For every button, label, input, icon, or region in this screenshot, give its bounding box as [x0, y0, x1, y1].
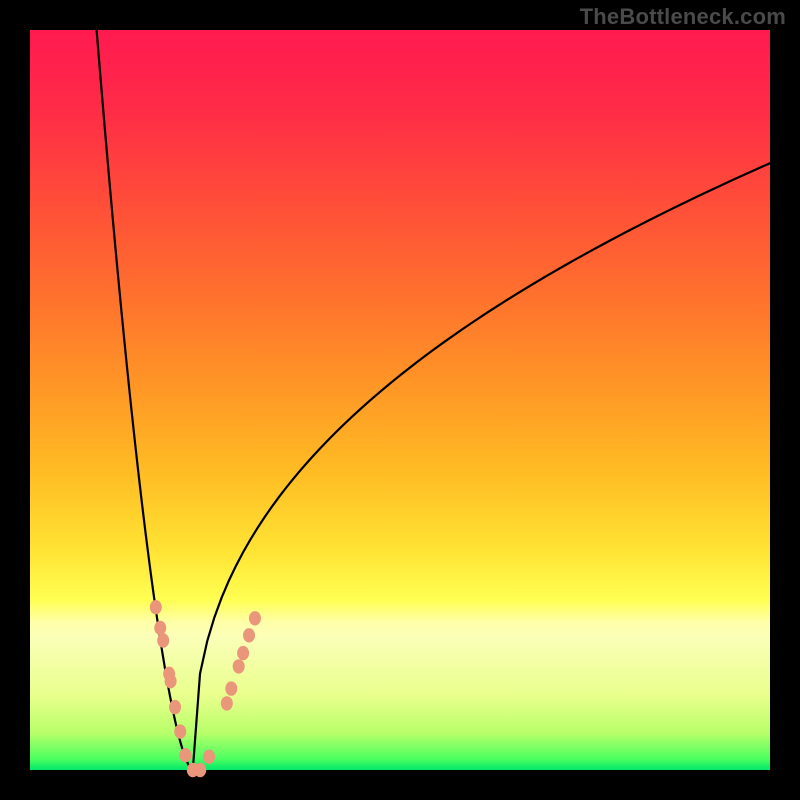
marker-point — [249, 611, 261, 625]
marker-point — [169, 700, 181, 714]
marker-point — [243, 628, 255, 642]
watermark-text: TheBottleneck.com — [580, 4, 786, 30]
marker-point — [154, 621, 166, 635]
plot-background — [30, 30, 770, 770]
marker-point — [150, 600, 162, 614]
marker-point — [233, 659, 245, 673]
marker-point — [225, 681, 237, 695]
marker-point — [174, 724, 186, 738]
marker-point — [203, 749, 215, 763]
marker-point — [165, 674, 177, 688]
marker-point — [157, 633, 169, 647]
marker-point — [221, 696, 233, 710]
marker-point — [194, 763, 206, 777]
marker-point — [179, 748, 191, 762]
marker-point — [237, 646, 249, 660]
bottleneck-chart — [0, 0, 800, 800]
